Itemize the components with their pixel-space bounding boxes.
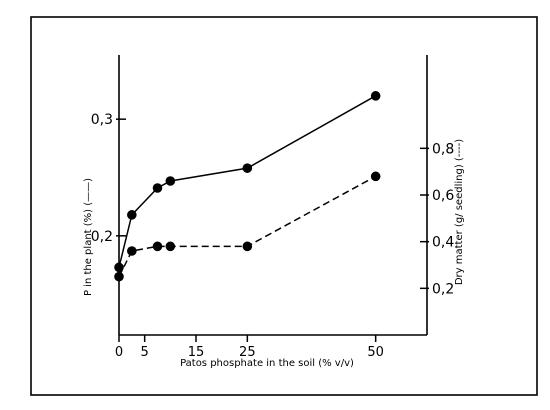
x-tick-label: 0 <box>115 345 123 360</box>
x-tick-label: 5 <box>141 345 149 360</box>
dry-matter-point <box>242 241 253 252</box>
p-content-point <box>152 183 163 193</box>
dry-matter-point <box>370 171 381 182</box>
y-left-tick-label: 0,2 <box>91 229 113 245</box>
dry-matter-point <box>152 241 163 252</box>
x-axis-title: Patos phosphate in the soil (% v/v) <box>180 358 354 369</box>
y-left-ticks: 0,2 0,3 <box>91 112 126 245</box>
figure-frame <box>30 16 538 396</box>
right-y-axis-title: Dry matter (g/ seedling) (----) <box>454 139 465 285</box>
dry-matter-point <box>114 271 124 282</box>
p-content-point <box>370 91 381 101</box>
x-ticks: 0 5 15 25 50 <box>115 335 384 360</box>
dry-matter-point <box>165 241 176 252</box>
y-right-ticks: 0,2 0,4 0,6 0,8 <box>420 141 454 297</box>
x-tick-label: 15 <box>188 345 205 360</box>
p-content-point <box>242 163 253 173</box>
p-content-point <box>127 210 137 220</box>
series-layer <box>114 91 381 282</box>
x-tick-label: 25 <box>239 345 256 360</box>
dry-matter-point <box>127 246 137 256</box>
x-tick-label: 50 <box>367 345 384 360</box>
p-content-line <box>118 95 377 268</box>
y-right-tick-label: 0,4 <box>432 235 454 251</box>
y-right-tick-label: 0,6 <box>432 188 454 204</box>
left-y-axis-title: P in the plant (%) (——) <box>83 178 94 296</box>
y-left-tick-label: 0,3 <box>91 112 113 128</box>
y-right-tick-label: 0,8 <box>432 141 454 157</box>
y-right-tick-label: 0,2 <box>432 281 454 297</box>
p-content-point <box>165 176 176 186</box>
p-content-point <box>114 262 124 273</box>
